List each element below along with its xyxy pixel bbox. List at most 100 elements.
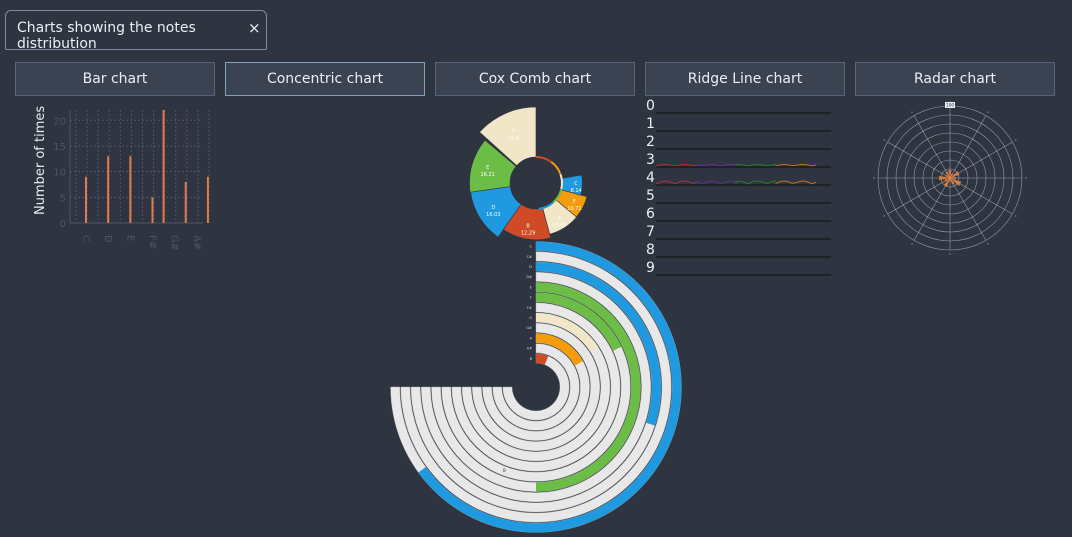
concentric-ring-label: G# bbox=[526, 326, 532, 330]
chart-tab[interactable]: Charts showing the notes distribution × bbox=[5, 10, 267, 52]
concentric-track bbox=[471, 322, 600, 451]
ridgeline-row-label: 3 bbox=[646, 152, 655, 168]
concentric-track bbox=[461, 312, 611, 462]
radar-tick-mark bbox=[1015, 215, 1017, 217]
coxcomb-slice-label: A bbox=[558, 216, 562, 222]
concentric-ring-label: A bbox=[530, 336, 533, 340]
ridgeline-curve bbox=[775, 180, 817, 185]
bar-x-tick-label: D bbox=[102, 235, 113, 243]
ridgeline-curve bbox=[735, 164, 777, 167]
bar-y-tick-label: 10 bbox=[53, 168, 66, 179]
concentric-ring-label: A# bbox=[527, 347, 532, 351]
concentric-track bbox=[502, 353, 570, 421]
radar-petal bbox=[945, 171, 950, 178]
coxcomb-slice-value: 16.21 bbox=[481, 172, 495, 178]
coxcomb-inner-ring bbox=[550, 160, 562, 175]
coxcomb-slice-value: 16.03 bbox=[486, 212, 500, 218]
ridgeline-row-label: 6 bbox=[646, 206, 655, 222]
radar-spoke bbox=[913, 115, 951, 179]
concentric-ring-label: E bbox=[530, 285, 532, 289]
bar bbox=[151, 197, 154, 223]
radar-petal bbox=[950, 171, 960, 178]
radar-petal bbox=[950, 178, 955, 185]
tab-title: Charts showing the notes distribution bbox=[17, 20, 196, 52]
coxcomb-chart-button[interactable]: Cox Comb chart bbox=[435, 62, 635, 96]
concentric-track bbox=[420, 271, 651, 502]
coxcomb-slice-label: F bbox=[573, 199, 576, 205]
bar-x-tick-label: E bbox=[124, 235, 135, 241]
bar-y-axis-label: Number of times bbox=[33, 106, 48, 215]
coxcomb-slice-value: 8.14 bbox=[571, 188, 582, 194]
concentric-ring-label: G bbox=[529, 316, 532, 320]
concentric-bar bbox=[536, 292, 622, 351]
coxcomb-slice bbox=[470, 186, 522, 238]
bar-chart-button[interactable]: Bar chart bbox=[15, 62, 215, 96]
radar-tick-mark bbox=[987, 111, 989, 113]
concentric-ring-label: C# bbox=[527, 255, 532, 259]
bar bbox=[184, 181, 187, 223]
close-icon[interactable]: × bbox=[248, 19, 261, 37]
concentric-track bbox=[400, 251, 672, 523]
coxcomb-slice-label: F bbox=[512, 129, 515, 135]
coxcomb-slice-label: D bbox=[491, 205, 495, 211]
radar-petal bbox=[943, 178, 950, 187]
concentric-chart-button[interactable]: Concentric chart bbox=[225, 62, 425, 96]
coxcomb-slice bbox=[469, 139, 517, 193]
radar-petal bbox=[949, 178, 951, 183]
ridgeline-curve bbox=[695, 180, 737, 185]
concentric-marker-label: B bbox=[503, 468, 506, 473]
bar bbox=[206, 176, 209, 223]
concentric-ring-label: F bbox=[530, 296, 532, 300]
concentric-ring-label: D# bbox=[526, 275, 532, 279]
bar bbox=[162, 110, 165, 223]
radar-tick-mark bbox=[949, 253, 951, 255]
concentric-ring-label: C bbox=[530, 245, 533, 249]
ridgeline-row-label: 8 bbox=[646, 242, 655, 258]
concentric-ring-label: F# bbox=[527, 306, 532, 310]
radar-spoke bbox=[913, 177, 951, 241]
radar-tick-mark bbox=[1025, 177, 1027, 179]
coxcomb-inner-ring bbox=[538, 202, 554, 210]
radar-tick-mark bbox=[883, 139, 885, 141]
coxcomb-slice bbox=[503, 203, 552, 240]
concentric-ring-label: D bbox=[529, 265, 532, 269]
coxcomb-slice-value: 20.0 bbox=[508, 136, 519, 142]
coxcomb-slice-value: 10.80 bbox=[552, 223, 566, 229]
radar-petal bbox=[950, 178, 962, 187]
ridgeline-row-label: 4 bbox=[646, 170, 655, 186]
ridgeline-curve bbox=[775, 163, 817, 167]
radar-chart-button[interactable]: Radar chart bbox=[855, 62, 1055, 96]
coxcomb-inner-ring bbox=[552, 189, 563, 204]
radar-tick-mark bbox=[911, 111, 913, 113]
radar-spoke bbox=[887, 177, 951, 215]
radar-spoke bbox=[949, 141, 1013, 179]
coxcomb-slice bbox=[479, 106, 537, 167]
coxcomb-slice-value: 10.71 bbox=[567, 206, 581, 212]
concentric-bar bbox=[536, 333, 583, 366]
bar-y-tick-label: 5 bbox=[60, 193, 66, 204]
concentric-bar bbox=[536, 313, 599, 353]
concentric-track bbox=[482, 333, 590, 441]
radar-spoke bbox=[949, 115, 987, 179]
bar-x-tick-label: G# bbox=[169, 235, 180, 251]
ridgeline-curve bbox=[655, 180, 697, 185]
radar-tick-mark bbox=[987, 243, 989, 245]
bar-y-tick-label: 0 bbox=[60, 219, 66, 230]
ridgeline-curve bbox=[655, 164, 697, 167]
radar-top-label: 100 bbox=[946, 103, 955, 109]
ridgeline-chart-button[interactable]: Ridge Line chart bbox=[645, 62, 845, 96]
ridgeline-curve bbox=[735, 180, 777, 185]
radar-spoke bbox=[887, 141, 951, 179]
bar bbox=[129, 156, 132, 223]
concentric-track bbox=[492, 343, 580, 431]
ridgeline-row-label: 1 bbox=[646, 116, 655, 132]
radar-spoke bbox=[949, 177, 987, 241]
concentric-track bbox=[451, 302, 621, 472]
coxcomb-slice-label: B bbox=[526, 224, 530, 230]
coxcomb-inner-ring bbox=[559, 173, 563, 190]
bar bbox=[85, 176, 87, 223]
bar bbox=[107, 156, 110, 223]
bar-y-tick-label: 15 bbox=[53, 142, 66, 153]
